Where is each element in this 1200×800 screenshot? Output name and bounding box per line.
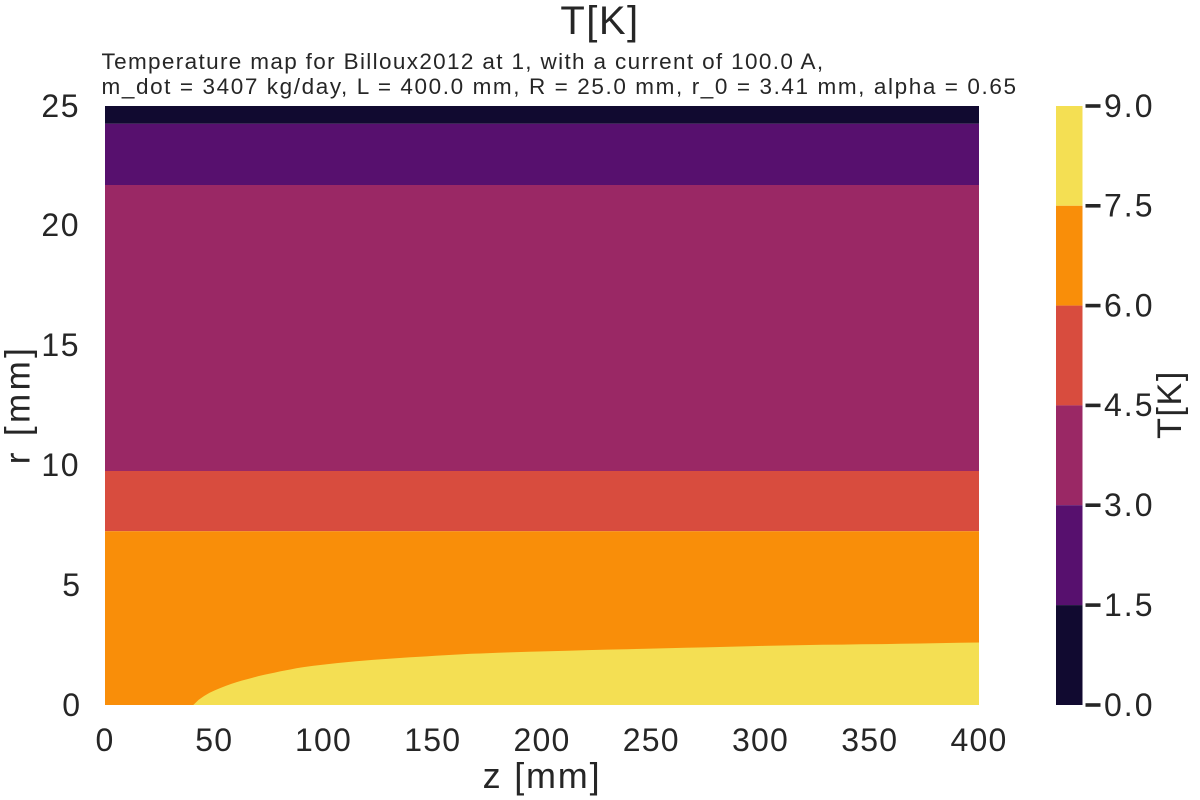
svg-text:250: 250 — [623, 722, 680, 758]
svg-text:50: 50 — [195, 722, 233, 758]
svg-text:T[K]: T[K] — [560, 0, 639, 43]
svg-text:9.0: 9.0 — [1104, 88, 1154, 124]
svg-text:200: 200 — [514, 722, 571, 758]
svg-text:7.5: 7.5 — [1104, 188, 1154, 224]
svg-text:15: 15 — [41, 327, 80, 363]
svg-text:6.0: 6.0 — [1104, 287, 1154, 323]
svg-text:150: 150 — [404, 722, 461, 758]
svg-text:Temperature map for Billoux201: Temperature map for Billoux2012 at 1, wi… — [102, 49, 825, 74]
svg-text:300: 300 — [732, 722, 789, 758]
svg-text:m_dot = 3407 kg/day, L = 400.0: m_dot = 3407 kg/day, L = 400.0 mm, R = 2… — [102, 74, 1018, 99]
svg-text:1.5: 1.5 — [1104, 587, 1154, 623]
svg-text:20: 20 — [41, 207, 80, 243]
svg-text:4.5: 4.5 — [1104, 387, 1154, 423]
svg-text:T[K]: T[K] — [1151, 370, 1189, 439]
svg-text:10: 10 — [41, 447, 80, 483]
svg-text:100: 100 — [295, 722, 352, 758]
svg-text:5: 5 — [62, 567, 80, 603]
svg-text:z [mm]: z [mm] — [483, 755, 602, 796]
svg-text:400: 400 — [951, 722, 1008, 758]
svg-text:3.0: 3.0 — [1104, 487, 1154, 523]
svg-text:0: 0 — [96, 722, 115, 758]
svg-text:350: 350 — [841, 722, 898, 758]
svg-text:r [mm]: r [mm] — [0, 345, 38, 465]
svg-text:25: 25 — [41, 88, 80, 124]
svg-text:0.0: 0.0 — [1104, 687, 1154, 723]
svg-text:0: 0 — [62, 687, 80, 723]
